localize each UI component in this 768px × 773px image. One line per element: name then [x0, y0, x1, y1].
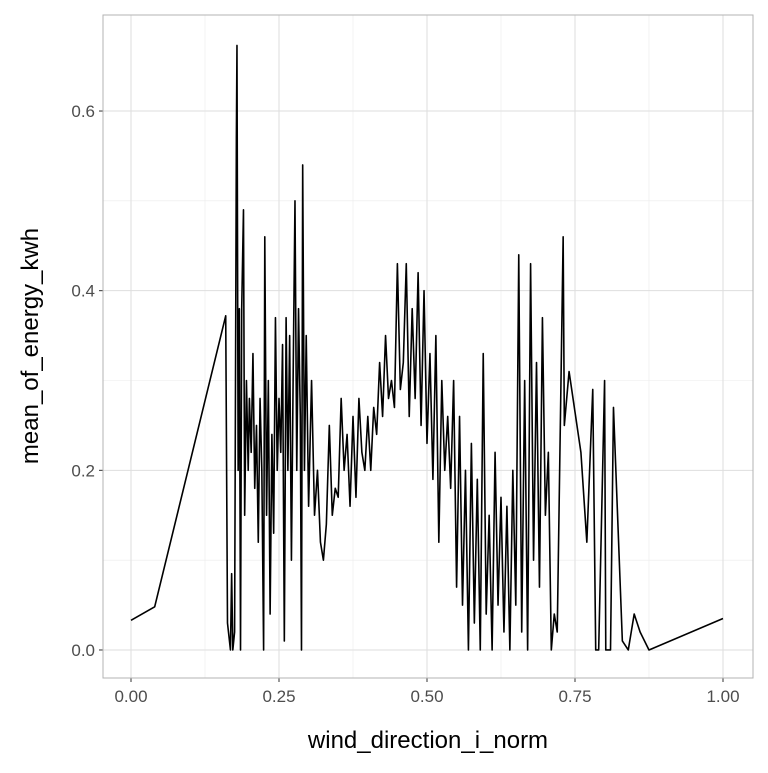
x-tick-label: 0.75: [558, 687, 591, 706]
y-tick-label: 0.6: [71, 102, 95, 121]
panel-border: [102, 14, 754, 679]
x-tick-label: 0.50: [410, 687, 443, 706]
y-tick-label: 0.2: [71, 461, 95, 480]
x-axis-title: wind_direction_i_norm: [307, 727, 548, 754]
data-line: [130, 44, 724, 651]
y-tick-label: 0.4: [71, 282, 95, 301]
x-tick-label: 0.00: [114, 687, 147, 706]
y-tick-label: 0.0: [71, 641, 95, 660]
y-axis-title: mean_of_energy_kwh: [17, 228, 44, 464]
x-tick-label: 1.00: [706, 687, 739, 706]
x-tick-label: 0.25: [262, 687, 295, 706]
